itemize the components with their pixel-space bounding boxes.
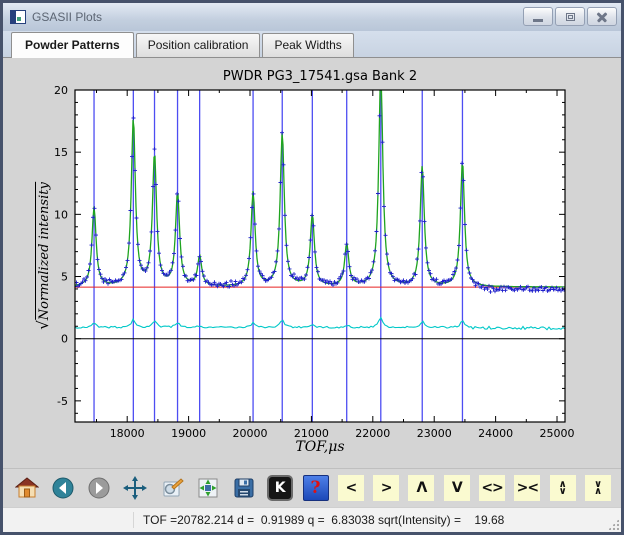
zoom-rect-button[interactable] [158, 475, 185, 502]
plot-canvas[interactable]: 18000 19000 20000 21000 22000 23000 24000 25000… [3, 58, 621, 468]
statusbar-separator [133, 512, 134, 528]
maximize-button[interactable] [555, 7, 585, 26]
tab-powder-patterns[interactable]: Powder Patterns [11, 32, 134, 58]
svg-text:0: 0 [61, 333, 68, 346]
shift-up-button[interactable]: Λ [408, 475, 435, 501]
app-icon [10, 10, 26, 24]
svg-text:21000: 21000 [294, 427, 329, 440]
expand-y-icon: ∧ ∨ [558, 479, 567, 497]
svg-text:5: 5 [61, 271, 68, 284]
svg-text:20000: 20000 [233, 427, 268, 440]
x-axis-label: TOF,μs [295, 439, 345, 455]
tab-bar: Powder Patterns Position calibration Pea… [3, 31, 621, 58]
shift-down-button[interactable]: V [443, 475, 470, 501]
save-icon [234, 478, 254, 498]
svg-text:23000: 23000 [417, 427, 452, 440]
svg-text:15: 15 [54, 146, 68, 159]
window-controls [523, 7, 617, 26]
svg-text:19000: 19000 [171, 427, 206, 440]
window-title: GSASII Plots [32, 10, 103, 24]
plot-toolbar: K ? < > Λ V <> >< ∧ ∨ ∨ ∧ [3, 468, 621, 507]
minimize-button[interactable] [523, 7, 553, 26]
close-icon [596, 11, 608, 23]
statusbar: TOF =20782.214 d = 0.91989 q = 6.83038 s… [3, 507, 621, 532]
contract-y-icon: ∨ ∧ [593, 479, 603, 497]
svg-text:22000: 22000 [355, 427, 390, 440]
status-text: TOF =20782.214 d = 0.91989 q = 6.83038 s… [143, 513, 505, 527]
contract-x-button[interactable]: >< [514, 475, 541, 501]
forward-button[interactable] [86, 475, 113, 502]
tab-position-calibration[interactable]: Position calibration [135, 33, 261, 57]
shift-left-button[interactable]: < [337, 475, 364, 501]
svg-text:10: 10 [54, 208, 68, 221]
configure-subplots-icon [198, 478, 218, 498]
back-icon [52, 477, 74, 499]
save-button[interactable] [231, 475, 258, 502]
home-button[interactable] [13, 475, 40, 502]
expand-y-button[interactable]: ∧ ∨ [549, 475, 576, 501]
plot-title: PWDR PG3_17541.gsa Bank 2 [222, 69, 418, 84]
svg-text:24000: 24000 [478, 427, 513, 440]
zoom-rect-icon [163, 478, 184, 497]
minimize-icon [533, 18, 543, 22]
help-button[interactable]: ? [302, 475, 329, 501]
close-button[interactable] [587, 7, 617, 26]
pan-button[interactable] [122, 475, 149, 502]
svg-text:25000: 25000 [540, 427, 575, 440]
shift-right-button[interactable]: > [373, 475, 400, 501]
expand-x-button[interactable]: <> [479, 475, 506, 501]
forward-icon [88, 477, 110, 499]
pan-icon [123, 476, 148, 500]
titlebar: GSASII Plots [3, 3, 621, 31]
svg-text:20: 20 [54, 84, 68, 97]
back-button[interactable] [49, 475, 76, 502]
y-axis-label: √Normalized intensity [34, 182, 52, 330]
svg-text:-5: -5 [57, 395, 68, 408]
resize-grip[interactable] [608, 519, 619, 530]
tab-peak-widths[interactable]: Peak Widths [262, 33, 354, 57]
plot-panel: 18000 19000 20000 21000 22000 23000 24000 25000… [3, 58, 621, 468]
contract-y-button[interactable]: ∨ ∧ [585, 475, 611, 501]
sqrt-radical: √ [34, 320, 52, 330]
maximize-icon [565, 12, 575, 21]
svg-text:18000: 18000 [110, 427, 145, 440]
key-commands-button[interactable]: K [267, 475, 294, 501]
configure-subplots-button[interactable] [195, 475, 222, 502]
home-icon [14, 477, 39, 498]
